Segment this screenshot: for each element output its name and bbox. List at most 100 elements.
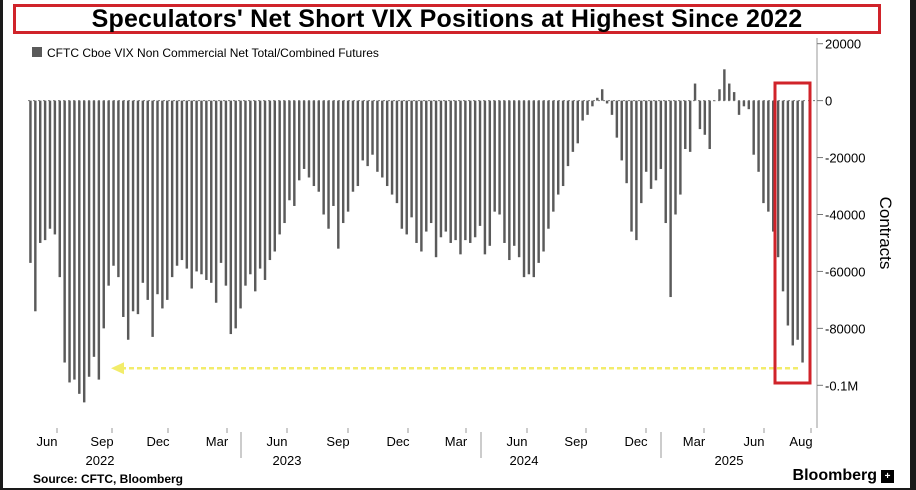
bar xyxy=(395,100,399,204)
bar xyxy=(669,100,672,298)
bar xyxy=(576,100,579,144)
bar xyxy=(219,100,223,263)
bar xyxy=(483,100,487,255)
y-tick-label: -80000 xyxy=(825,321,865,336)
bar xyxy=(698,100,702,130)
bar xyxy=(537,100,540,263)
bar xyxy=(640,100,643,204)
x-month-label: Jun xyxy=(37,434,58,449)
x-month-label: Jun xyxy=(267,434,288,449)
bar xyxy=(297,100,301,181)
bar xyxy=(293,100,296,206)
brand: Bloomberg + xyxy=(793,467,894,485)
bar xyxy=(283,100,286,224)
y-tick-label: 20000 xyxy=(825,37,861,52)
bar xyxy=(180,100,184,261)
bar xyxy=(337,100,340,249)
bar xyxy=(317,100,320,192)
bar xyxy=(449,100,452,243)
bar xyxy=(796,100,799,340)
bar xyxy=(170,100,174,278)
bar xyxy=(351,100,355,192)
bar xyxy=(400,100,404,229)
bar xyxy=(73,100,76,380)
y-axis-title: Contracts xyxy=(876,197,895,270)
bar xyxy=(674,100,677,215)
bar xyxy=(126,100,130,340)
bar xyxy=(38,100,42,243)
bar xyxy=(376,100,379,172)
x-year-label: 2025 xyxy=(715,453,744,468)
y-tick-label: -40000 xyxy=(825,207,865,222)
bar xyxy=(718,89,721,101)
bar xyxy=(620,100,623,161)
bar xyxy=(234,100,237,329)
bar xyxy=(312,100,316,187)
bar xyxy=(517,100,521,258)
bar xyxy=(29,100,32,263)
x-year-label: 2024 xyxy=(510,453,539,468)
bar xyxy=(600,89,604,101)
bar xyxy=(679,100,682,195)
bar xyxy=(752,100,755,155)
bar xyxy=(703,100,707,135)
bar xyxy=(630,100,633,232)
bar xyxy=(327,100,330,229)
bar xyxy=(107,100,110,286)
bar xyxy=(210,100,213,283)
bar xyxy=(493,100,496,212)
bar xyxy=(791,100,795,346)
bar xyxy=(371,100,374,155)
bar xyxy=(122,100,125,317)
legend-swatch xyxy=(32,47,42,57)
bar xyxy=(801,100,804,363)
bar xyxy=(249,100,252,275)
x-year-label: 2022 xyxy=(86,453,115,468)
bar xyxy=(591,100,594,107)
x-month-label: Jun xyxy=(744,434,765,449)
x-month-label: Dec xyxy=(386,434,410,449)
bar xyxy=(302,100,306,169)
bar xyxy=(356,100,360,187)
bar xyxy=(53,100,57,235)
bar xyxy=(649,100,653,189)
bar xyxy=(605,100,609,104)
bar xyxy=(693,83,697,101)
bar xyxy=(161,100,164,309)
x-month-label: Dec xyxy=(146,434,170,449)
bar xyxy=(737,100,741,115)
y-tick-label: -0.1M xyxy=(825,378,858,393)
bar xyxy=(146,100,149,300)
bar xyxy=(224,100,228,286)
chart-title: Speculators' Net Short VIX Positions at … xyxy=(91,4,803,33)
bar xyxy=(87,100,91,377)
bar xyxy=(571,100,575,152)
bar xyxy=(263,100,267,280)
x-month-label: Jun xyxy=(507,434,528,449)
bar xyxy=(425,100,428,232)
bar xyxy=(610,100,614,115)
bar xyxy=(190,100,193,289)
bar xyxy=(776,100,780,258)
reference-arrow-head xyxy=(111,362,124,375)
bar xyxy=(728,83,731,101)
bar xyxy=(346,100,350,212)
bar xyxy=(513,100,516,246)
bar xyxy=(415,100,418,243)
x-month-label: Dec xyxy=(624,434,648,449)
bar xyxy=(405,100,408,235)
bar xyxy=(278,100,281,235)
brand-text: Bloomberg xyxy=(792,467,877,484)
bar xyxy=(366,100,369,167)
bar xyxy=(659,100,663,169)
plus-box-icon: + xyxy=(881,469,894,483)
bar xyxy=(420,100,423,252)
bar xyxy=(322,100,325,215)
bar xyxy=(615,100,619,138)
bar xyxy=(34,100,37,312)
bar xyxy=(762,100,765,204)
bar xyxy=(229,100,233,335)
source-text: Source: CFTC, Bloomberg xyxy=(33,472,184,486)
bar xyxy=(102,100,105,329)
bar xyxy=(742,100,746,107)
